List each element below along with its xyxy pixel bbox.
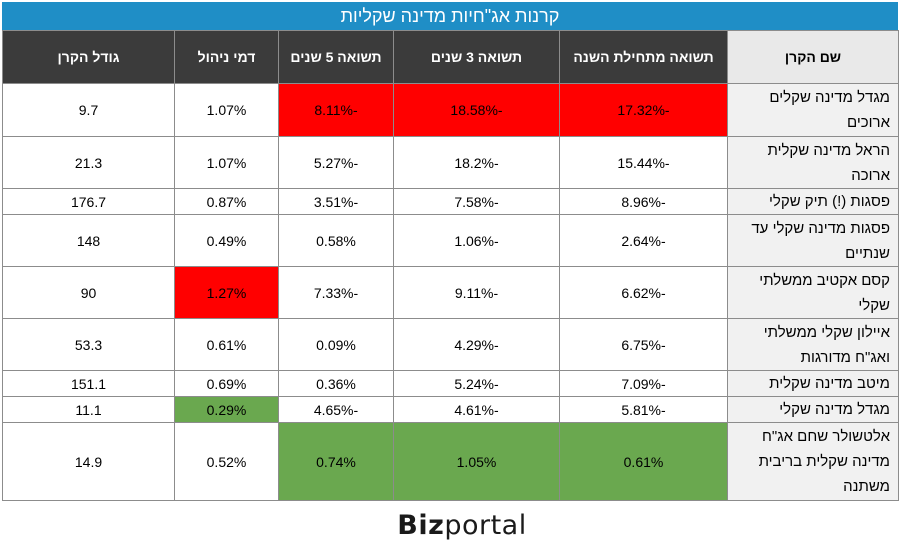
- 5y-return-cell: 0.58%: [278, 214, 394, 267]
- 5y-return-cell: 0.36%: [278, 370, 394, 397]
- fund-name-cell: אלטשולר שחם אג"ח מדינה שקלית בריבית משתנ…: [727, 422, 899, 501]
- ytd-return-cell: -7.09%: [559, 370, 728, 397]
- header-ytd-return: תשואה מתחילת השנה: [559, 30, 728, 84]
- fund-size-cell: 148: [2, 214, 175, 267]
- fund-size-cell: 11.1: [2, 396, 175, 423]
- fund-name-cell: מיטב מדינה שקלית: [727, 370, 899, 397]
- ytd-return-cell: -5.81%: [559, 396, 728, 423]
- table-row: מגדל מדינה שקלי -5.81% -4.61% -4.65% 0.2…: [2, 396, 899, 423]
- table-row: פסגות מדינה שקלי עד שנתיים -2.64% -1.06%…: [2, 214, 899, 267]
- table-row: מיטב מדינה שקלית -7.09% -5.24% 0.36% 0.6…: [2, 370, 899, 397]
- table-row: הראל מדינה שקלית ארוכה -15.44% -18.2% -5…: [2, 136, 899, 189]
- 5y-return-cell: 0.74%: [278, 422, 394, 501]
- ytd-return-cell: -6.62%: [559, 266, 728, 319]
- management-fee-cell: 1.27%: [174, 266, 279, 319]
- management-fee-cell: 0.69%: [174, 370, 279, 397]
- ytd-return-cell: -17.32%: [559, 83, 728, 137]
- fund-name-cell: מגדל מדינה שקלים ארוכים: [727, 83, 899, 137]
- fund-name-cell: קסם אקטיב ממשלתי שקלי: [727, 266, 899, 319]
- table-row: מגדל מדינה שקלים ארוכים -17.32% -18.58% …: [2, 83, 899, 137]
- table-row: איילון שקלי ממשלתי ואג"ח מדורגות -6.75% …: [2, 318, 899, 371]
- fund-size-cell: 151.1: [2, 370, 175, 397]
- fund-name-cell: איילון שקלי ממשלתי ואג"ח מדורגות: [727, 318, 899, 371]
- 3y-return-cell: -18.2%: [393, 136, 560, 189]
- 5y-return-cell: -5.27%: [278, 136, 394, 189]
- header-5y-return: תשואה 5 שנים: [278, 30, 394, 84]
- 3y-return-cell: 1.05%: [393, 422, 560, 501]
- fund-size-cell: 53.3: [2, 318, 175, 371]
- 5y-return-cell: -7.33%: [278, 266, 394, 319]
- fund-size-cell: 21.3: [2, 136, 175, 189]
- header-management-fee: דמי ניהול: [174, 30, 279, 84]
- table-row: פסגות (!) תיק שקלי -8.96% -7.58% -3.51% …: [2, 188, 899, 215]
- fund-size-cell: 14.9: [2, 422, 175, 501]
- management-fee-cell: 1.07%: [174, 136, 279, 189]
- 5y-return-cell: -3.51%: [278, 188, 394, 215]
- fund-size-cell: 90: [2, 266, 175, 319]
- 3y-return-cell: -5.24%: [393, 370, 560, 397]
- ytd-return-cell: 0.61%: [559, 422, 728, 501]
- header-fund-size: גודל הקרן: [2, 30, 175, 84]
- table-row: קסם אקטיב ממשלתי שקלי -6.62% -9.11% -7.3…: [2, 266, 899, 319]
- management-fee-cell: 0.29%: [174, 396, 279, 423]
- management-fee-cell: 0.87%: [174, 188, 279, 215]
- 3y-return-cell: -1.06%: [393, 214, 560, 267]
- ytd-return-cell: -6.75%: [559, 318, 728, 371]
- funds-table: שם הקרן תשואה מתחילת השנה תשואה 3 שנים ת…: [2, 30, 899, 501]
- logo-portal-text: portal: [444, 509, 527, 541]
- 5y-return-cell: -8.11%: [278, 83, 394, 137]
- 5y-return-cell: 0.09%: [278, 318, 394, 371]
- 3y-return-cell: -7.58%: [393, 188, 560, 215]
- bizportal-logo: Biz portal: [342, 509, 582, 541]
- fund-name-cell: פסגות (!) תיק שקלי: [727, 188, 899, 215]
- header-row: שם הקרן תשואה מתחילת השנה תשואה 3 שנים ת…: [2, 30, 899, 84]
- ytd-return-cell: -15.44%: [559, 136, 728, 189]
- header-3y-return: תשואה 3 שנים: [393, 30, 560, 84]
- fund-size-cell: 9.7: [2, 83, 175, 137]
- fund-name-cell: מגדל מדינה שקלי: [727, 396, 899, 423]
- fund-size-cell: 176.7: [2, 188, 175, 215]
- management-fee-cell: 0.52%: [174, 422, 279, 501]
- ytd-return-cell: -2.64%: [559, 214, 728, 267]
- management-fee-cell: 1.07%: [174, 83, 279, 137]
- management-fee-cell: 0.61%: [174, 318, 279, 371]
- logo-biz-text: Biz: [397, 509, 445, 541]
- table-title: קרנות אג"חיות מדינה שקליות: [2, 2, 898, 30]
- header-fund-name: שם הקרן: [727, 30, 899, 84]
- fund-name-cell: פסגות מדינה שקלי עד שנתיים: [727, 214, 899, 267]
- 3y-return-cell: -4.29%: [393, 318, 560, 371]
- 5y-return-cell: -4.65%: [278, 396, 394, 423]
- 3y-return-cell: -9.11%: [393, 266, 560, 319]
- ytd-return-cell: -8.96%: [559, 188, 728, 215]
- 3y-return-cell: -18.58%: [393, 83, 560, 137]
- fund-name-cell: הראל מדינה שקלית ארוכה: [727, 136, 899, 189]
- 3y-return-cell: -4.61%: [393, 396, 560, 423]
- table-row: אלטשולר שחם אג"ח מדינה שקלית בריבית משתנ…: [2, 422, 899, 501]
- management-fee-cell: 0.49%: [174, 214, 279, 267]
